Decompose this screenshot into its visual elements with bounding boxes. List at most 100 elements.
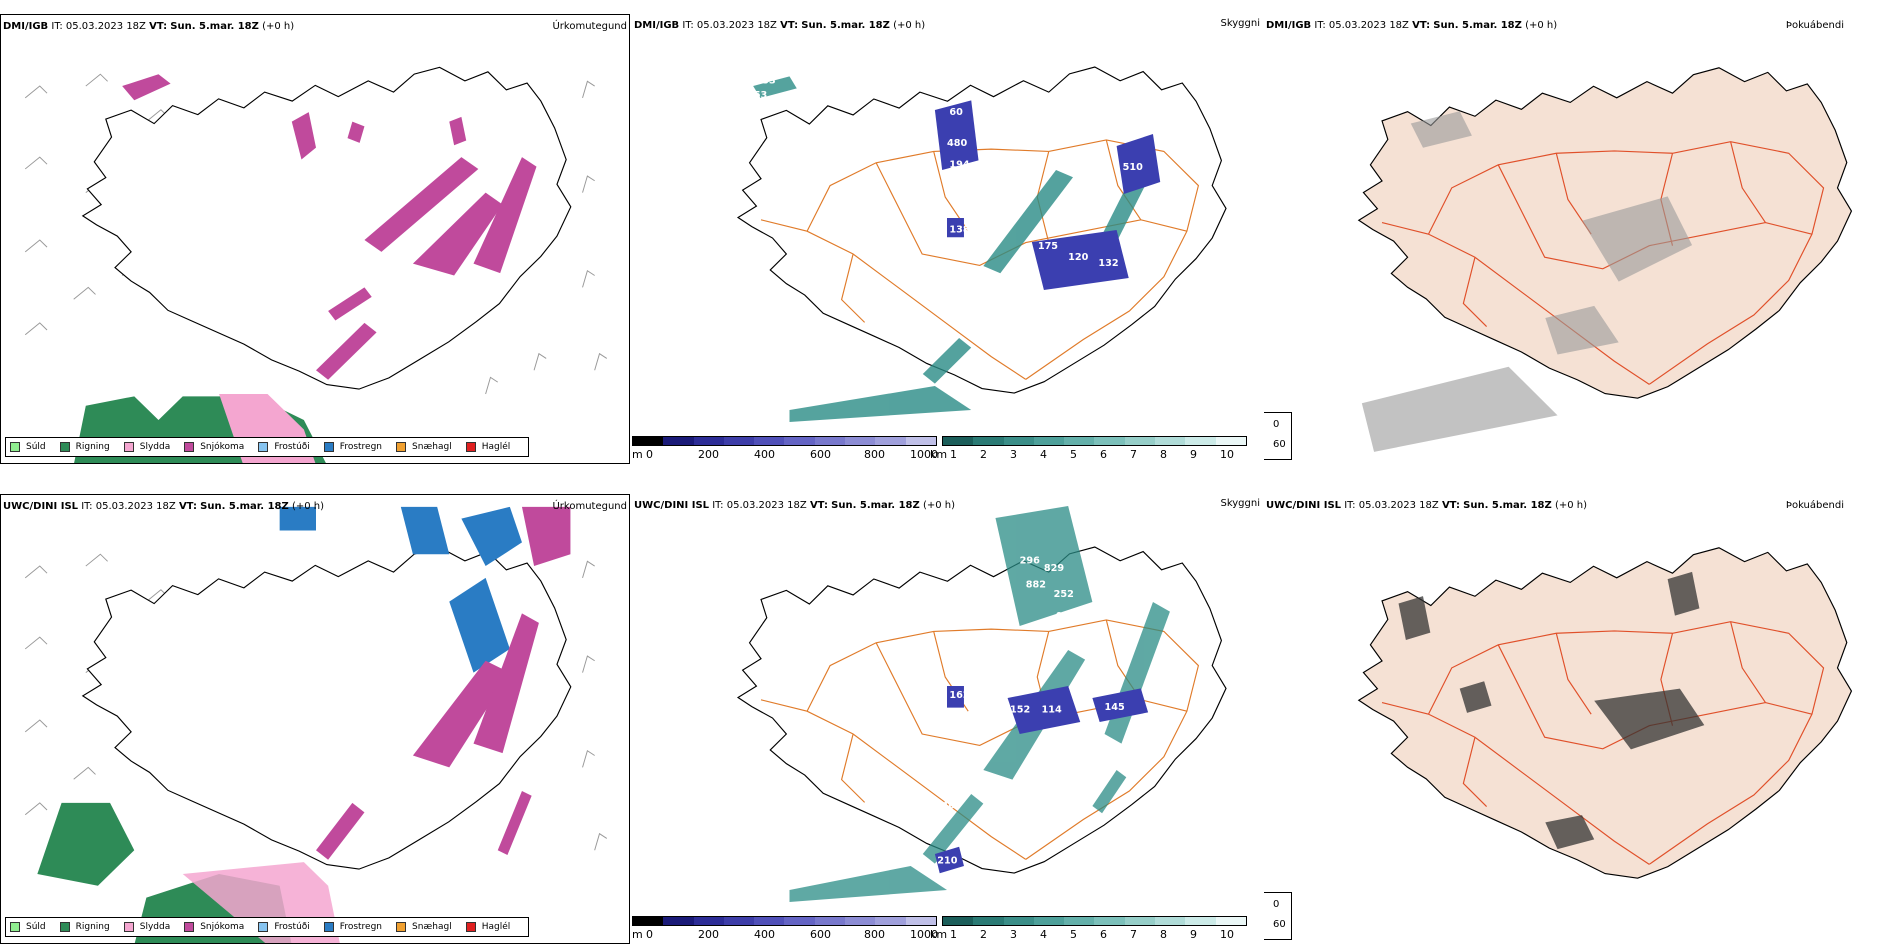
panel-title: Skyggni xyxy=(1220,498,1260,509)
swatch-icon xyxy=(10,442,20,452)
visibility-map-top: 553 153 60 480 194 138 175 120 132 510 4… xyxy=(737,66,1227,422)
swatch-icon xyxy=(258,442,269,452)
cloud-base-label: 153 xyxy=(747,90,767,101)
cbar-segment xyxy=(633,437,664,445)
cbar-segment xyxy=(1064,437,1095,445)
panel-header: UWC/DINI ISL IT: 05.03.2023 18Z VT: Sun.… xyxy=(1266,500,1587,511)
cbar-segment xyxy=(1094,437,1125,445)
cbar-tick: 400 xyxy=(754,448,775,461)
cbar-tick: 1 xyxy=(950,448,957,461)
cbar-segment xyxy=(723,437,755,445)
cloud-base-label: 114 xyxy=(1042,704,1062,715)
legend-label: Snæhagl xyxy=(412,442,452,452)
swatch-icon xyxy=(396,922,407,932)
cbar-tick: 7 xyxy=(1130,448,1137,461)
cloud-base-label: 510 xyxy=(1123,162,1143,173)
cloud-base-label: 296 xyxy=(1020,556,1040,567)
legend-label: Frostúði xyxy=(274,922,310,932)
cbar-tick: 10 xyxy=(1220,928,1234,941)
cbar-tick: 3 xyxy=(1010,928,1017,941)
cbar-segment xyxy=(1185,917,1216,925)
cbar-tick: 600 xyxy=(810,928,831,941)
cbar-segment xyxy=(1215,437,1246,445)
cbar-segment xyxy=(814,917,846,925)
cloud-base-label: 988 xyxy=(1056,611,1076,622)
cbar-tick: 400 xyxy=(754,928,775,941)
cbar-segment xyxy=(814,437,846,445)
cloud-base-label: 152 xyxy=(1010,704,1030,715)
cbar-tick: 800 xyxy=(864,928,885,941)
cbar-tick: 800 xyxy=(864,448,885,461)
panel-title: Þokuábendi xyxy=(1785,500,1844,511)
cbar-segment xyxy=(1064,917,1095,925)
legend-label: Haglél xyxy=(481,442,511,452)
cloud-base-label: 145 xyxy=(1105,702,1125,713)
swatch-icon xyxy=(123,922,134,932)
cbar-segment xyxy=(1094,917,1125,925)
colorbar-m: m 0 200 400 600 800 1000 xyxy=(632,916,938,942)
cbar-segment xyxy=(663,437,694,445)
cbar-segment xyxy=(1215,917,1246,925)
cbar-tick: 10 xyxy=(1220,448,1234,461)
cloud-base-label: 829 xyxy=(1044,563,1064,574)
cbar-tick: 5 xyxy=(1070,928,1077,941)
fog-map-bottom xyxy=(1358,547,1853,879)
cloud-base-label: 480 xyxy=(947,138,967,149)
legend-label: Frostregn xyxy=(339,922,383,932)
cloud-base-label: 252 xyxy=(1054,589,1074,600)
swatch-icon xyxy=(123,442,134,452)
swatch-icon xyxy=(465,442,476,452)
cbar-segment xyxy=(1124,437,1156,445)
cloud-base-label: 194 xyxy=(949,160,969,171)
cbar-tick: 5 xyxy=(1070,448,1077,461)
cbar-tick: 6 xyxy=(1100,448,1107,461)
cbar-unit: km xyxy=(930,928,948,941)
cbar-tick: 0 xyxy=(646,448,653,461)
cbar-segment xyxy=(845,437,876,445)
cbar-segment xyxy=(905,917,936,925)
panel-header: DMI/IGB IT: 05.03.2023 18Z VT: Sun. 5.ma… xyxy=(634,20,926,31)
cbar-segment xyxy=(1155,437,1186,445)
cbar-segment xyxy=(1003,437,1034,445)
cbar-unit: m xyxy=(632,928,643,941)
legend-label: Rigning xyxy=(75,922,110,932)
cbar-tick: 1000 xyxy=(910,928,938,941)
cloud-base-label: 210 xyxy=(937,856,957,867)
fog-legend-label: 60 xyxy=(1273,919,1286,930)
panel-header: UWC/DINI ISL IT: 05.03.2023 18Z VT: Sun.… xyxy=(634,500,955,511)
swatch-icon xyxy=(323,922,334,932)
colorbar-km: km 1 2 3 4 5 6 7 8 9 10 xyxy=(930,916,1247,942)
swatch-icon xyxy=(465,922,476,932)
cbar-segment xyxy=(875,437,906,445)
precip-legend: Súld Rigning Slydda Snjókoma Frostúði Fr… xyxy=(5,917,530,937)
cloud-base-label: 371 xyxy=(741,534,761,545)
legend-label: Slydda xyxy=(139,442,171,452)
cloud-base-label: 120 xyxy=(1068,252,1088,263)
cbar-tick: 8 xyxy=(1160,448,1167,461)
cbar-tick: 4 xyxy=(1040,448,1047,461)
cbar-segment xyxy=(784,917,815,925)
visibility-map-bottom: 371 149 296 829 882 252 988 152 162 114 … xyxy=(737,506,1227,902)
fog-map-top xyxy=(1358,67,1853,452)
cbar-segment xyxy=(633,917,664,925)
cbar-tick: 8 xyxy=(1160,928,1167,941)
swatch-icon xyxy=(258,922,269,932)
cbar-tick: 4 xyxy=(1040,928,1047,941)
fog-panel-top: DMI/IGB IT: 05.03.2023 18Z VT: Sun. 5.ma… xyxy=(1264,14,1900,464)
visibility-panel-top: 553 153 60 480 194 138 175 120 132 510 4… xyxy=(632,14,1262,464)
swatch-icon xyxy=(396,442,407,452)
cbar-segment xyxy=(875,917,906,925)
panel-title: Úrkomutegund xyxy=(552,501,627,512)
colorbar-km: km 1 2 3 4 5 6 7 8 9 10 xyxy=(930,436,1247,462)
legend-label: Súld xyxy=(26,922,46,932)
cbar-segment xyxy=(754,437,785,445)
legend-label: Frostregn xyxy=(339,442,383,452)
cbar-segment xyxy=(973,437,1004,445)
cbar-segment xyxy=(693,917,724,925)
cbar-unit: km xyxy=(930,448,948,461)
swatch-icon xyxy=(59,922,70,932)
fog-legend-label: 0 xyxy=(1273,899,1280,910)
cbar-tick: 2 xyxy=(980,448,987,461)
legend-label: Frostúði xyxy=(274,442,310,452)
cbar-segment xyxy=(784,437,815,445)
